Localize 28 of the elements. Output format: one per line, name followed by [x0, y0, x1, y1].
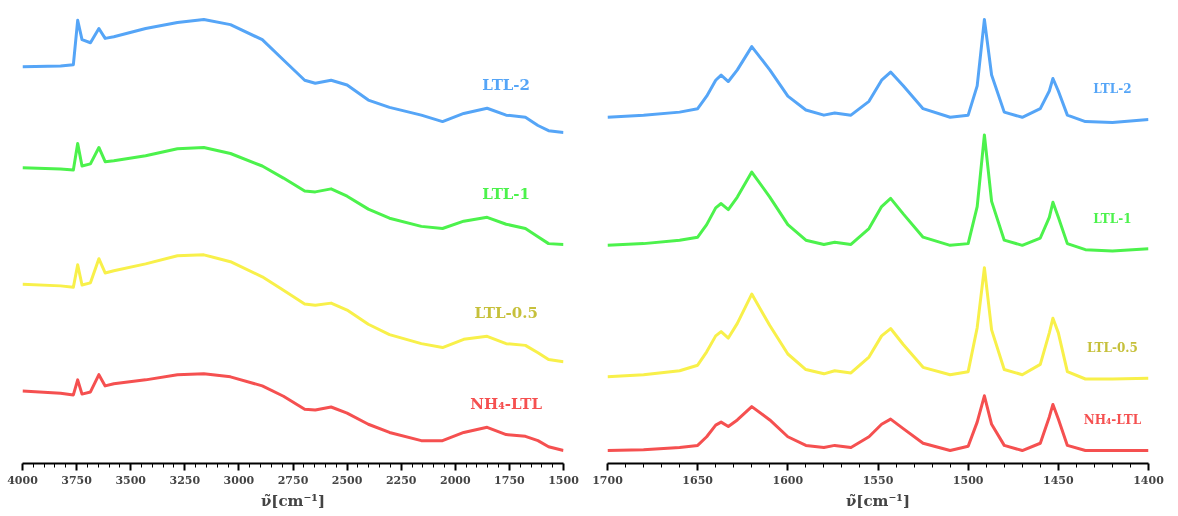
x-tick-label: 1500 [952, 473, 984, 487]
x-tick-label: 4000 [7, 473, 39, 487]
x-tick-label: 1500 [548, 473, 580, 487]
series-label: NH₄-LTL [1083, 413, 1142, 428]
series-label: LTL-0.5 [1087, 340, 1138, 355]
x-tick-label: 1650 [682, 473, 714, 487]
series-label: LTL-1 [482, 185, 531, 204]
x-axis-title: ν̃[cm⁻¹] [260, 491, 326, 510]
text: LTL-2 [1093, 82, 1132, 97]
x-tick-label: 1750 [494, 473, 526, 487]
x-tick-label: 1600 [772, 473, 804, 487]
series-label: LTL-2 [482, 75, 531, 94]
x-tick-label: 3250 [169, 473, 201, 487]
x-tick-label: 2750 [277, 473, 309, 487]
x-tick-label: 3000 [223, 473, 255, 487]
x-tick-label: 1450 [1043, 473, 1074, 487]
x-tick-label: 1700 [592, 473, 624, 487]
text: LTL-1 [1093, 211, 1132, 226]
series-label: NH₄-LTL [470, 395, 543, 414]
x-tick-label: 2500 [331, 473, 363, 487]
x-tick-label: 3500 [115, 473, 147, 487]
x-tick-label: 2000 [439, 473, 471, 487]
series-label: LTL-0.5 [474, 304, 538, 323]
x-tick-label: 1400 [1133, 473, 1165, 487]
x-tick-label: 1550 [862, 473, 894, 487]
x-axis-title: ν̃[cm⁻¹] [845, 491, 911, 510]
x-tick-label: 2250 [385, 473, 417, 487]
x-tick-label: 3750 [61, 473, 93, 487]
